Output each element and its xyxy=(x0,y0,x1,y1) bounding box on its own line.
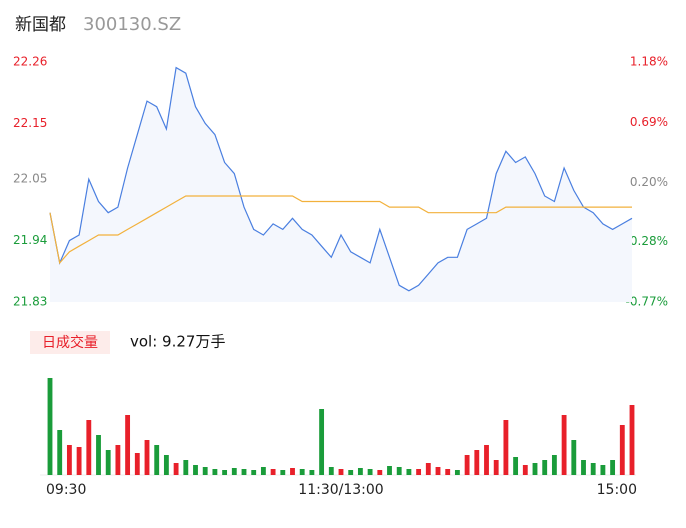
volume-bar xyxy=(183,460,189,475)
price-line xyxy=(49,66,633,292)
volume-bar xyxy=(134,453,140,475)
y-tick-label: 22.26 xyxy=(13,55,47,69)
y2-tick-label: 0.69% xyxy=(630,115,668,129)
volume-bar xyxy=(290,468,295,475)
volume-bar xyxy=(484,445,489,475)
stock-name: 新国都 xyxy=(15,15,66,35)
volume-bar xyxy=(193,465,198,475)
volume-bar xyxy=(629,405,635,475)
volume-bar xyxy=(357,468,363,475)
volume-bar xyxy=(125,415,131,475)
volume-bar xyxy=(590,463,596,475)
volume-bar xyxy=(202,467,208,475)
volume-bar xyxy=(66,445,72,475)
volume-bar xyxy=(406,469,412,475)
volume-bar xyxy=(173,463,179,475)
y-tick-label: 22.15 xyxy=(13,116,47,130)
volume-bar xyxy=(105,450,111,475)
volume-bar xyxy=(610,460,616,475)
volume-bar xyxy=(319,409,325,475)
volume-bar xyxy=(212,469,218,475)
volume-bar xyxy=(260,467,266,475)
volume-bar xyxy=(532,463,538,475)
volume-bar xyxy=(309,470,315,475)
volume-bar xyxy=(115,445,121,475)
volume-bar xyxy=(464,455,470,475)
x-tick-label: 09:30 xyxy=(46,482,86,498)
y-tick-label: 21.83 xyxy=(13,295,47,309)
volume-bar xyxy=(338,469,344,475)
y2-tick-label: 1.18% xyxy=(630,55,668,69)
volume-bar xyxy=(270,469,276,475)
volume-title: 日成交量 xyxy=(42,334,98,351)
volume-bar xyxy=(474,450,480,475)
volume-bar xyxy=(231,468,237,475)
volume-bar xyxy=(280,470,286,475)
volume-bar xyxy=(396,467,402,475)
volume-bar xyxy=(86,420,92,475)
volume-bar xyxy=(144,440,150,475)
volume-bar xyxy=(387,466,392,475)
volume-bar xyxy=(367,469,373,475)
y2-tick-label: -0.28% xyxy=(626,234,668,248)
volume-bar xyxy=(454,470,460,475)
volume-bar xyxy=(222,470,228,475)
volume-bar xyxy=(163,455,169,475)
x-tick-label: 11:30/13:00 xyxy=(298,482,383,498)
volume-bar xyxy=(76,447,82,475)
volume-label-bg xyxy=(30,331,110,354)
volume-bar xyxy=(377,470,383,475)
volume-bar xyxy=(435,467,441,475)
volume-bar xyxy=(425,463,431,475)
y2-tick-label: 0.20% xyxy=(630,175,668,189)
volume-bar xyxy=(445,469,451,475)
volume-bar xyxy=(493,460,499,475)
volume-bar xyxy=(57,430,63,475)
x-tick-label: 15:00 xyxy=(597,482,637,498)
y-tick-label: 22.05 xyxy=(13,172,47,186)
volume-bar xyxy=(513,457,519,475)
volume-bar xyxy=(47,378,53,475)
volume-bar xyxy=(581,460,586,475)
volume-bar xyxy=(542,460,548,475)
average-line xyxy=(49,195,632,265)
volume-bar xyxy=(522,465,528,475)
volume-bar xyxy=(154,445,160,475)
volume-total: vol: 9.27万手 xyxy=(130,333,225,351)
volume-bar xyxy=(241,469,247,475)
volume-bar xyxy=(328,467,334,475)
volume-bar xyxy=(551,455,557,475)
volume-bar xyxy=(348,470,354,475)
volume-bar xyxy=(251,470,257,475)
volume-bar xyxy=(299,469,305,475)
volume-bar xyxy=(96,435,101,475)
volume-bar xyxy=(619,425,625,475)
volume-bar xyxy=(416,469,422,475)
volume-bar xyxy=(561,415,567,475)
y2-tick-label: -0.77% xyxy=(626,295,668,309)
stock-code: 300130.SZ xyxy=(83,14,181,35)
price-area xyxy=(50,67,632,302)
volume-bar xyxy=(571,440,577,475)
volume-bar xyxy=(600,465,606,475)
volume-bar xyxy=(503,420,509,475)
y-tick-label: 21.94 xyxy=(13,233,47,247)
